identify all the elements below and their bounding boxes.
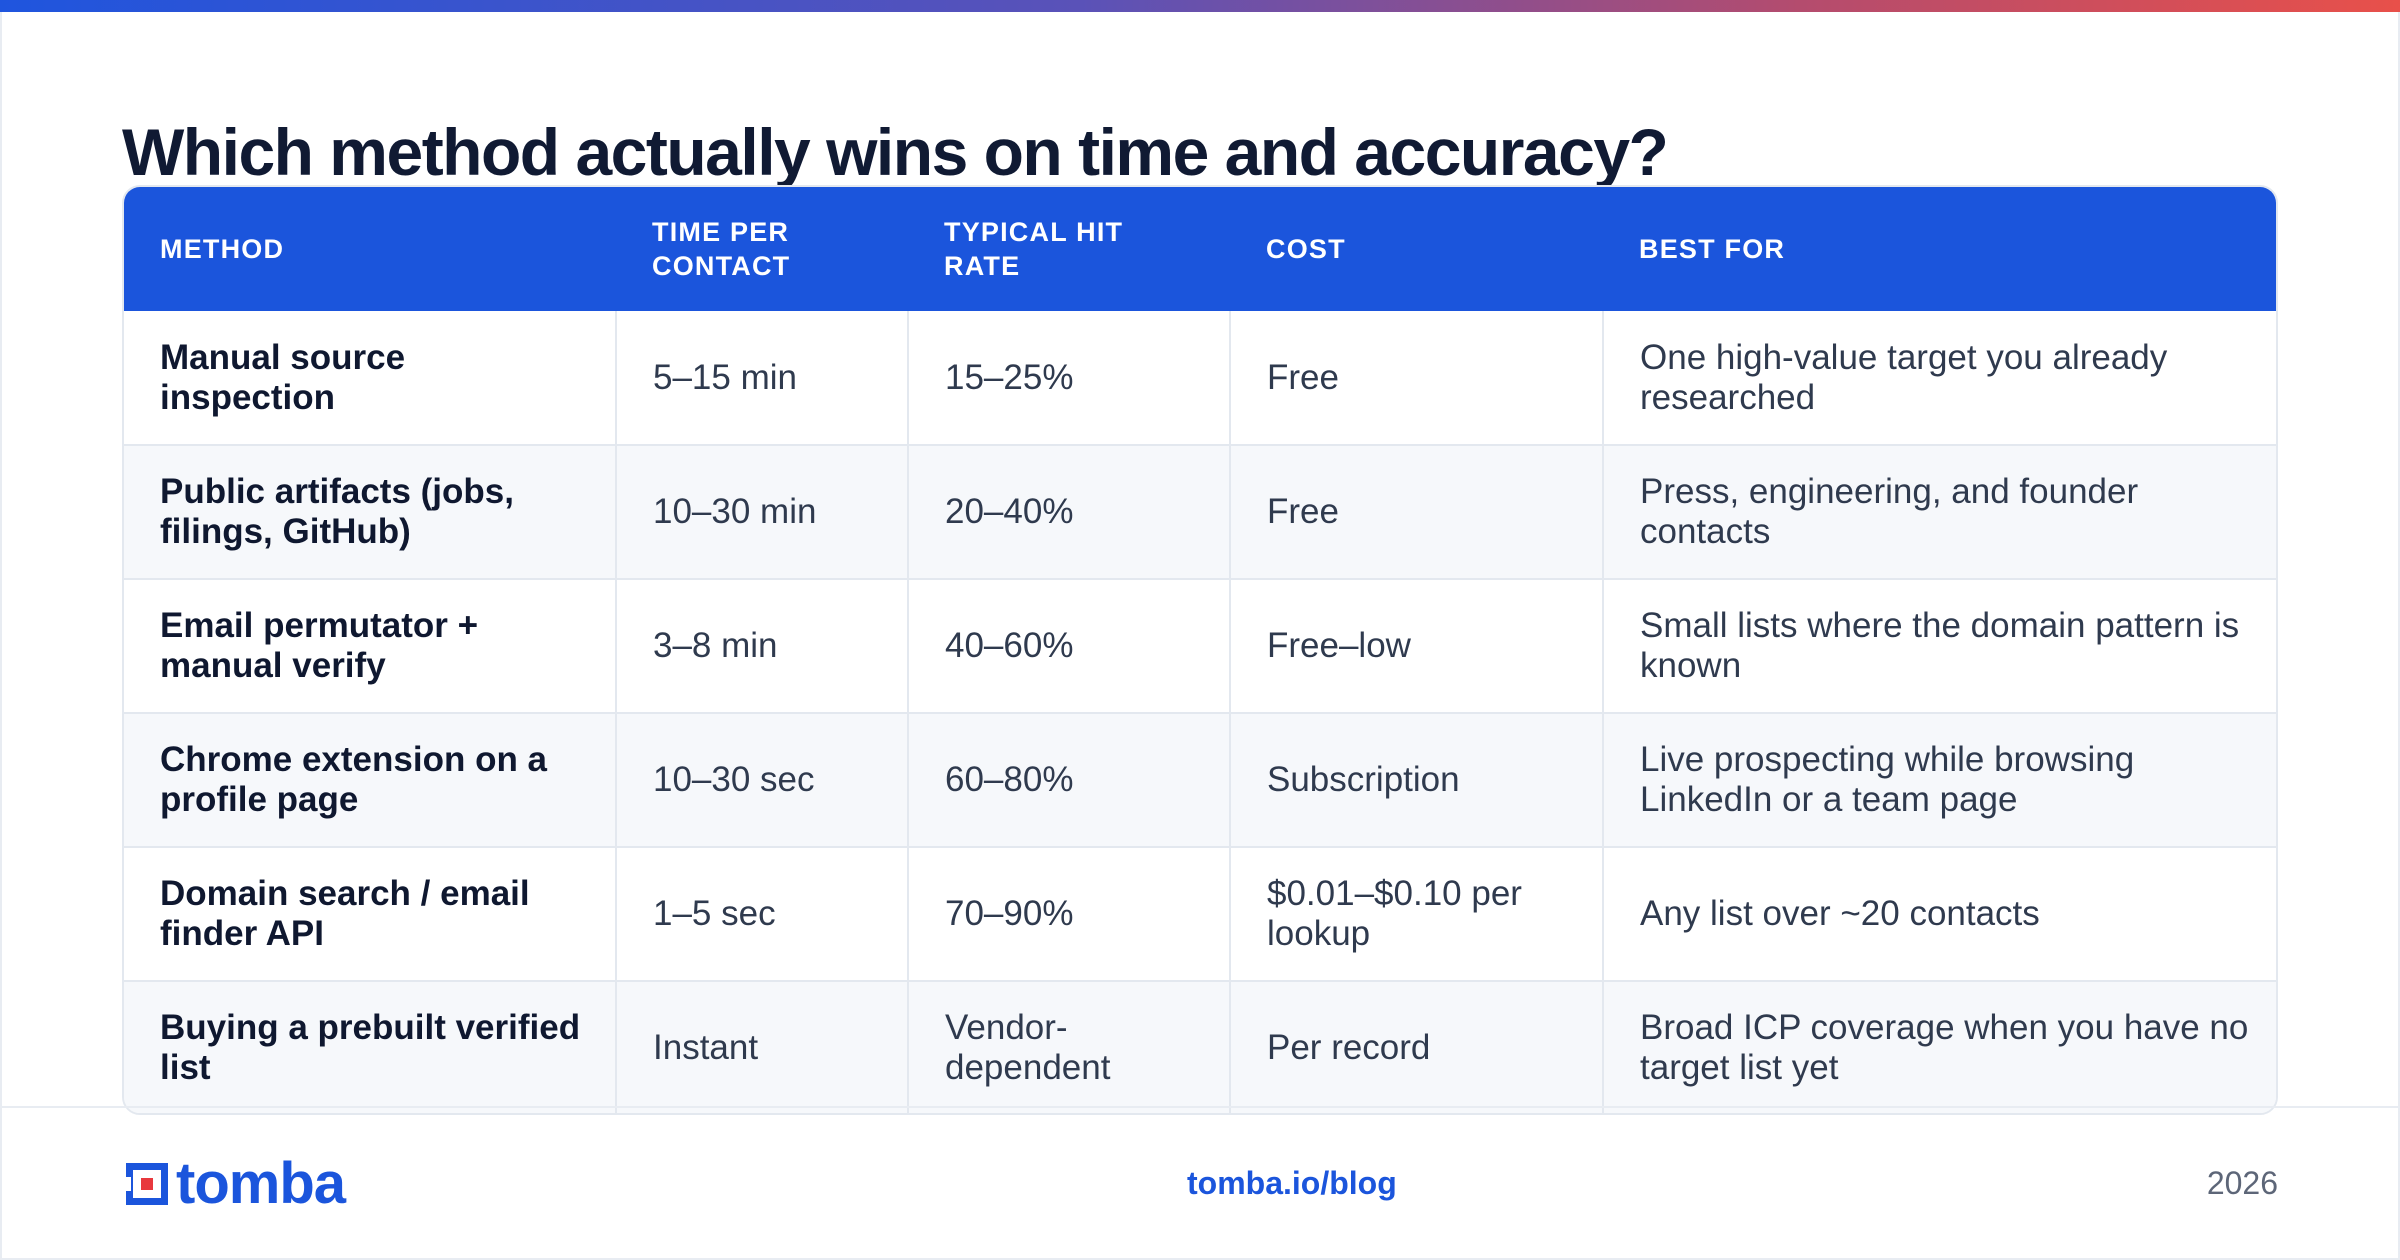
cost-cell: Per record [1230,981,1604,1113]
time-cell: 10–30 min [616,445,909,580]
method-cell: Public artifacts (jobs, filings, GitHub) [124,445,617,580]
best-for-cell: Broad ICP coverage when you have no targ… [1603,981,2276,1113]
hit-rate-cell: 60–80% [908,713,1231,848]
table-row: Manual source inspection 5–15 min 15–25%… [124,311,2276,446]
method-cell: Manual source inspection [124,311,617,446]
table-row: Chrome extension on a profile page 10–30… [124,713,2276,848]
footer-divider [0,1106,2400,1108]
tomba-logo[interactable]: tomba [122,1151,346,1216]
column-header-method: METHOD [160,234,285,264]
column-header-best-for: BEST FOR [1639,234,1786,264]
method-cell: Email permutator + manual verify [124,579,617,714]
tomba-logo-mark-icon [122,1163,168,1205]
hit-rate-cell: Vendor-dependent [908,981,1231,1113]
table-row: Email permutator + manual verify 3–8 min… [124,579,2276,714]
logo-wordmark: tomba [176,1151,346,1216]
best-for-cell: One high-value target you already resear… [1603,311,2276,446]
comparison-table: METHOD TIME PER CONTACT TYPICAL HIT RATE… [122,185,2278,1115]
hit-rate-cell: 70–90% [908,847,1231,982]
table-row: Public artifacts (jobs, filings, GitHub)… [124,445,2276,580]
time-cell: 3–8 min [616,579,909,714]
blog-link[interactable]: tomba.io/blog [1187,1165,1397,1201]
best-for-cell: Live prospecting while browsing LinkedIn… [1603,713,2276,848]
top-gradient-bar [0,0,2400,12]
hit-rate-cell: 20–40% [908,445,1231,580]
cost-cell: Free–low [1230,579,1604,714]
cost-cell: Free [1230,311,1604,446]
table-row: Buying a prebuilt verified list Instant … [124,981,2276,1113]
best-for-cell: Press, engineering, and founder contacts [1603,445,2276,580]
column-header-cost: COST [1266,234,1346,264]
time-cell: 1–5 sec [616,847,909,982]
method-cell: Buying a prebuilt verified list [124,981,617,1113]
footer-year: 2026 [2206,1165,2278,1201]
cost-cell: Subscription [1230,713,1604,848]
column-header-time: TIME PER CONTACT [652,217,791,281]
time-cell: Instant [616,981,909,1113]
best-for-cell: Any list over ~20 contacts [1603,847,2276,982]
column-header-hit-rate: TYPICAL HIT RATE [944,217,1124,281]
table-header-row: METHOD TIME PER CONTACT TYPICAL HIT RATE… [124,187,2276,311]
time-cell: 5–15 min [616,311,909,446]
page-title: Which method actually wins on time and a… [122,115,1669,189]
hit-rate-cell: 40–60% [908,579,1231,714]
cost-cell: Free [1230,445,1604,580]
hit-rate-cell: 15–25% [908,311,1231,446]
method-cell: Chrome extension on a profile page [124,713,617,848]
method-cell: Domain search / email finder API [124,847,617,982]
best-for-cell: Small lists where the domain pattern is … [1603,579,2276,714]
page-frame [0,12,2400,1260]
time-cell: 10–30 sec [616,713,909,848]
cost-cell: $0.01–$0.10 per lookup [1230,847,1604,982]
table-row: Domain search / email finder API 1–5 sec… [124,847,2276,982]
